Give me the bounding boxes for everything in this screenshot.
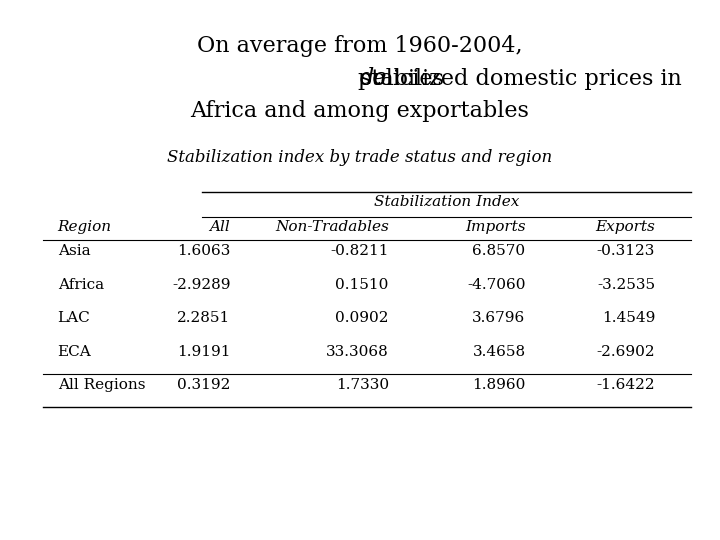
Text: Asia: Asia (58, 244, 90, 258)
Text: Africa and among exportables: Africa and among exportables (191, 100, 529, 122)
Text: 3.4658: 3.4658 (472, 345, 526, 359)
Text: 2.2851: 2.2851 (177, 311, 230, 325)
Text: 3.6796: 3.6796 (472, 311, 526, 325)
Text: 1.9191: 1.9191 (177, 345, 230, 359)
Text: 33.3068: 33.3068 (326, 345, 389, 359)
Text: 1.8960: 1.8960 (472, 378, 526, 392)
Text: Imports: Imports (465, 220, 526, 234)
Text: -4.7060: -4.7060 (467, 278, 526, 292)
Text: Non-Tradables: Non-Tradables (275, 220, 389, 234)
Text: stabilized domestic prices in: stabilized domestic prices in (361, 68, 683, 90)
Text: Region: Region (58, 220, 112, 234)
Text: 0.3192: 0.3192 (177, 378, 230, 392)
Text: LAC: LAC (58, 311, 90, 325)
Text: 1.4549: 1.4549 (602, 311, 655, 325)
Text: Stabilization Index: Stabilization Index (374, 195, 519, 210)
Text: -3.2535: -3.2535 (597, 278, 655, 292)
Text: Exports: Exports (595, 220, 655, 234)
Text: 1.6063: 1.6063 (177, 244, 230, 258)
Text: 0.0902: 0.0902 (336, 311, 389, 325)
Text: -1.6422: -1.6422 (597, 378, 655, 392)
Text: All Regions: All Regions (58, 378, 145, 392)
Text: All: All (210, 220, 230, 234)
Text: -2.6902: -2.6902 (597, 345, 655, 359)
Text: -2.9289: -2.9289 (172, 278, 230, 292)
Text: policies: policies (359, 68, 451, 90)
Text: de: de (359, 68, 387, 90)
Text: 1.7330: 1.7330 (336, 378, 389, 392)
Text: -0.3123: -0.3123 (597, 244, 655, 258)
Text: 6.8570: 6.8570 (472, 244, 526, 258)
Text: 0.1510: 0.1510 (336, 278, 389, 292)
Text: On average from 1960-2004,: On average from 1960-2004, (197, 35, 523, 57)
Text: -0.8211: -0.8211 (330, 244, 389, 258)
Text: Africa: Africa (58, 278, 104, 292)
Text: ECA: ECA (58, 345, 91, 359)
Text: Stabilization index by trade status and region: Stabilization index by trade status and … (167, 148, 553, 165)
